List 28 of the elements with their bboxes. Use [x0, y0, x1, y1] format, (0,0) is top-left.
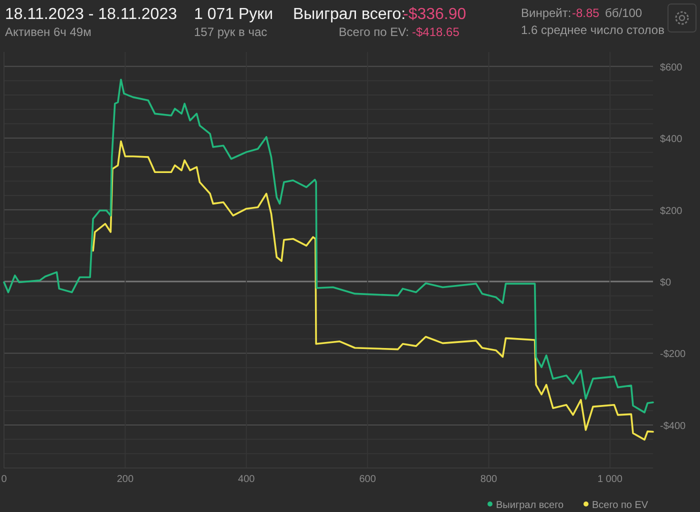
text: 157 рук в час — [194, 25, 268, 39]
text: Выиграл всего: — [293, 6, 406, 23]
x-tick-label: 200 — [116, 474, 134, 485]
y-tick-label: $600 — [660, 62, 683, 74]
text: Винрейт: — [521, 6, 572, 20]
x-tick-label: 0 — [1, 474, 8, 485]
text: -8.85 — [572, 6, 600, 20]
y-tick-label: -$200 — [660, 349, 686, 360]
text: 1.6 среднее число столов — [521, 23, 664, 37]
x-tick-label: 600 — [359, 474, 376, 485]
legend-label: Выиграл всего — [496, 500, 564, 511]
x-tick-label: 400 — [238, 474, 256, 485]
text: 1 071 Руки — [194, 6, 274, 23]
text: Активен 6ч 49м — [5, 25, 92, 39]
y-tick-label: $200 — [660, 206, 683, 217]
text: -$418.65 — [412, 25, 460, 39]
line-series — [3, 78, 654, 414]
text: -$336.90 — [403, 6, 466, 23]
text: бб/100 — [605, 6, 642, 20]
x-tick-label: 1 000 — [597, 474, 623, 485]
y-tick-label: $400 — [660, 134, 683, 146]
y-tick-label: -$400 — [660, 420, 686, 432]
line-series — [92, 140, 654, 441]
x-tick-label: 800 — [480, 474, 498, 485]
text: 18.11.2023 - 18.11.2023 — [5, 6, 178, 23]
legend-label: Всего по EV — [592, 500, 648, 511]
y-tick-label: $0 — [660, 278, 672, 289]
text: Всего по EV: — [338, 25, 409, 39]
